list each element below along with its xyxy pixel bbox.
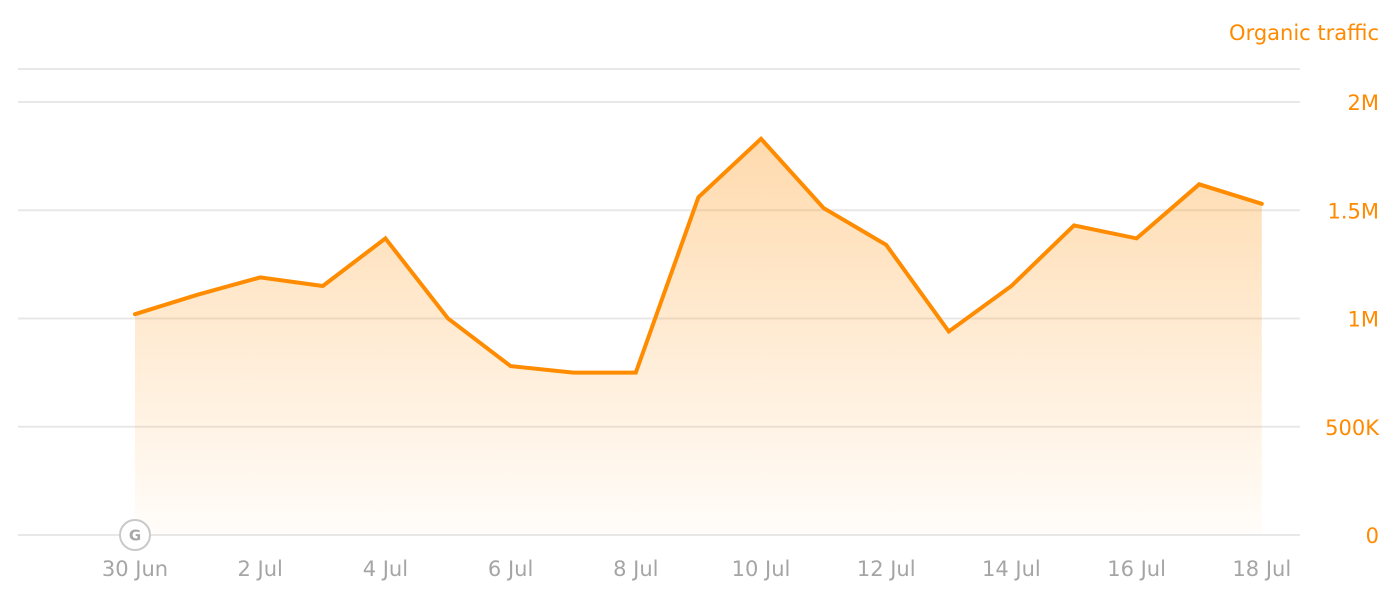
- x-tick-label: 8 Jul: [613, 557, 658, 581]
- data-point-14-jul[interactable]: [1005, 280, 1017, 292]
- x-axis-ticks: 30 Jun 2 Jul 4 Jul 6 Jul 8 Jul 10 Jul 12 Jul 14…: [102, 557, 1291, 581]
- data-point-16-jul[interactable]: [1131, 232, 1143, 244]
- x-tick-label: 2 Jul: [238, 557, 283, 581]
- x-tick-label: 10 Jul: [732, 557, 791, 581]
- google-update-marker-circle: [119, 519, 151, 551]
- data-point-12-jul[interactable]: [880, 239, 892, 251]
- x-tick-label: 16 Jul: [1107, 557, 1166, 581]
- data-point-30-jun[interactable]: [129, 308, 141, 320]
- x-tick-label: 6 Jul: [488, 557, 533, 581]
- data-point-7-jul[interactable]: [567, 367, 579, 379]
- data-point-3-jul[interactable]: [317, 280, 329, 292]
- y-tick-label: 0: [1366, 524, 1379, 548]
- line-layer: [129, 133, 1268, 379]
- data-point-6-jul[interactable]: [505, 360, 517, 372]
- area-fill-layer: [135, 138, 1262, 536]
- data-point-1-jul[interactable]: [192, 289, 204, 301]
- data-point-5-jul[interactable]: [442, 313, 454, 325]
- x-tick-label: 14 Jul: [982, 557, 1041, 581]
- data-point-10-jul[interactable]: [755, 133, 767, 145]
- data-point-18-jul[interactable]: [1256, 198, 1268, 210]
- series-line: [133, 135, 1264, 375]
- y-tick-label: 2M: [1348, 91, 1379, 115]
- annotations: G: [119, 519, 151, 551]
- x-tick-label: 30 Jun: [102, 557, 168, 581]
- y-axis-ticks: 0 500K 1M 1.5M 2M: [1325, 91, 1380, 548]
- series-area: [135, 138, 1262, 536]
- data-point-8-jul[interactable]: [630, 367, 642, 379]
- x-tick-label: 18 Jul: [1232, 557, 1291, 581]
- x-tick-label: 12 Jul: [857, 557, 916, 581]
- y-tick-label: 500K: [1325, 416, 1380, 440]
- data-point-15-jul[interactable]: [1068, 219, 1080, 231]
- data-point-4-jul[interactable]: [379, 232, 391, 244]
- series-title: Organic traffic: [1229, 21, 1379, 45]
- y-tick-label: 1M: [1348, 308, 1379, 332]
- data-point-11-jul[interactable]: [818, 202, 830, 214]
- x-tick-label: 4 Jul: [363, 557, 408, 581]
- data-point-17-jul[interactable]: [1193, 178, 1205, 190]
- data-point-13-jul[interactable]: [943, 326, 955, 338]
- data-point-9-jul[interactable]: [692, 191, 704, 203]
- y-tick-label: 1.5M: [1327, 199, 1379, 223]
- data-point-2-jul[interactable]: [254, 271, 266, 283]
- google-update-icon[interactable]: G: [119, 519, 151, 551]
- google-update-marker-label: G: [129, 527, 141, 545]
